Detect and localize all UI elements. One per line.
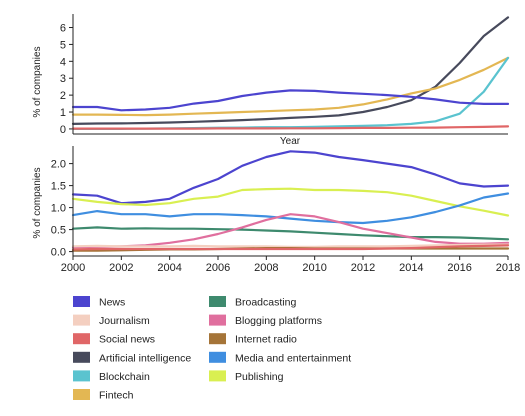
legend-swatch-blogging-platforms xyxy=(209,314,226,326)
bottom-ylabel: % of companies xyxy=(32,167,43,238)
legend-label: Artificial intelligence xyxy=(99,352,191,364)
top-xlabel: Year xyxy=(280,136,301,147)
top-y-tick-label: 1 xyxy=(60,107,66,119)
bottom-y-tick-label: 2.0 xyxy=(51,159,66,171)
bottom-x-tick-label: 2018 xyxy=(496,262,520,274)
legend-swatch-publishing xyxy=(209,370,226,382)
legend-swatch-blockchain xyxy=(73,370,90,382)
bottom-series-line-news xyxy=(71,150,510,205)
top-y-tick-label: 6 xyxy=(60,23,66,35)
top-series-line-news xyxy=(71,89,510,112)
top-y-tick-label: 4 xyxy=(60,56,66,68)
top-y-tick-label: 2 xyxy=(60,90,66,102)
bottom-x-tick-label: 2010 xyxy=(302,262,326,274)
legend-swatch-social-news xyxy=(73,333,90,345)
bottom-panel: % of companies 0.00.51.01.52.0 2000 2002 2… xyxy=(32,146,520,274)
top-y-tick-label: 5 xyxy=(60,39,66,51)
bottom-x-tick-label: 2000 xyxy=(61,262,85,274)
legend-label: Blockchain xyxy=(99,371,150,383)
bottom-series-line-social-news xyxy=(71,244,510,251)
legend-label: Blogging platforms xyxy=(235,315,322,327)
legend-swatch-artificial-intelligence xyxy=(73,351,90,363)
legend-label: Fintech xyxy=(99,390,134,402)
legend-label: News xyxy=(99,297,125,309)
legend-swatch-internet-radio xyxy=(209,333,226,345)
bottom-x-tick-label: 2012 xyxy=(351,262,375,274)
top-y-tick-label: 3 xyxy=(60,73,66,85)
bottom-y-tick-label: 1.0 xyxy=(51,203,66,215)
top-y-tick-label: 0 xyxy=(60,124,66,136)
top-series-line-fintech xyxy=(71,56,510,117)
top-series-lines xyxy=(71,16,510,130)
bottom-series-line-journalism xyxy=(71,243,510,248)
legend-label: Social news xyxy=(99,334,155,346)
bottom-x-tick-label: 2006 xyxy=(206,262,230,274)
bottom-x-tick-label: 2002 xyxy=(109,262,133,274)
bottom-x-tick-label: 2004 xyxy=(157,262,181,274)
legend-label: Journalism xyxy=(99,315,150,327)
legend-label: Broadcasting xyxy=(235,297,296,309)
legend-swatch-journalism xyxy=(73,314,90,326)
legend-label: Media and entertainment xyxy=(235,352,351,364)
legend-label: Publishing xyxy=(235,371,284,383)
top-panel: % of companies 0 1 2 3 4 5 6 Year xyxy=(32,14,510,147)
legend-swatch-broadcasting xyxy=(209,296,226,307)
bottom-series-lines xyxy=(71,150,510,252)
legend-swatch-news xyxy=(73,296,90,307)
bottom-x-ticks: 2000 2002 2004 2006 2008 2010 2012 2014 2016 2018 xyxy=(61,256,520,274)
bottom-y-tick-label: 0.5 xyxy=(51,225,66,237)
bottom-y-tick-label: 0.0 xyxy=(51,247,66,259)
top-y-ticks: 0 1 2 3 4 5 6 xyxy=(60,23,73,136)
bottom-series-line-media-and-entertainment xyxy=(71,192,510,225)
legend-swatch-media-and-entertainment xyxy=(209,351,226,363)
bottom-series-line-publishing xyxy=(71,187,510,217)
bottom-y-tick-label: 1.5 xyxy=(51,181,66,193)
bottom-y-ticks: 0.0 0.5 1.0 1.5 2.0 xyxy=(51,159,73,259)
legend-swatch-fintech xyxy=(73,389,90,400)
legend-label: Internet radio xyxy=(235,334,297,346)
top-series-line-artificial-intelligence xyxy=(71,16,510,125)
legend: News Journalism Social news Artificial inte… xyxy=(73,296,351,402)
top-series-line-social-news xyxy=(71,125,510,130)
bottom-x-tick-label: 2014 xyxy=(399,262,423,274)
top-ylabel: % of companies xyxy=(32,46,43,117)
bottom-x-tick-label: 2016 xyxy=(447,262,471,274)
bottom-x-tick-label: 2008 xyxy=(254,262,278,274)
bottom-series-line-broadcasting xyxy=(71,226,510,241)
